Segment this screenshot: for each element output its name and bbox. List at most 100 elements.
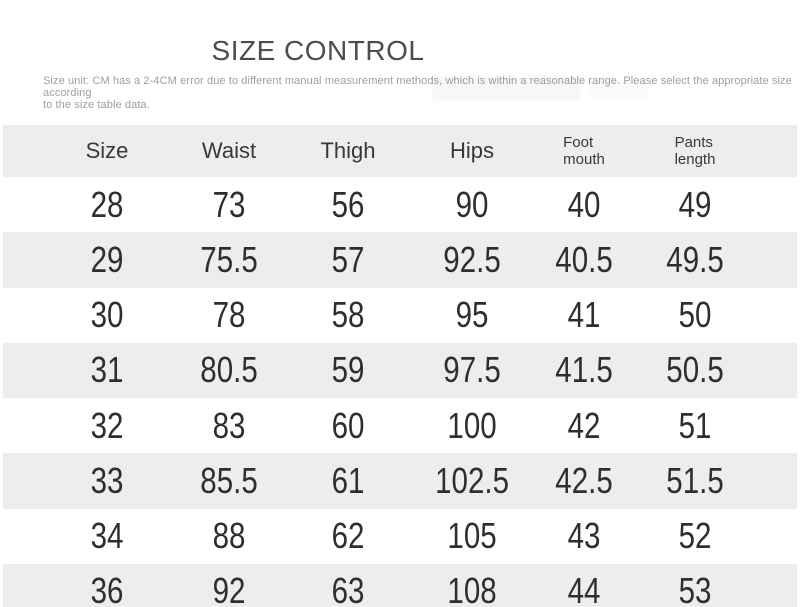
cell: 50.5 [640,343,797,398]
cell: 105 [408,509,528,564]
cell: 28 [3,177,170,232]
cell: 58 [288,288,408,343]
chart-header: SIZE CONTROL Size unit: CM has a 2-4CM e… [0,35,800,112]
cell: 62 [288,509,408,564]
cell-value: 59 [331,349,365,391]
cell-value: 50.5 [666,349,724,391]
cell: 33 [3,453,170,508]
cell-value: 108 [447,570,497,607]
cell-value: 105 [447,515,497,557]
cell-value: 88 [212,515,246,557]
cell-value: 50 [678,294,712,336]
cell-value: 53 [678,570,712,607]
cell: 60 [288,398,408,453]
table-row: 28 73 56 90 40 49 [3,177,797,232]
cell-value: 100 [447,404,497,446]
cell-value: 33 [90,459,124,501]
header-label: Foot mouth [563,134,605,168]
cell: 32 [3,398,170,453]
cell-value: 63 [331,570,365,607]
cell-value: 51.5 [666,459,724,501]
cell: 43 [528,509,640,564]
cell-value: 92.5 [443,238,501,280]
header-cell-hips: Hips [408,125,528,177]
table-row: 30 78 58 95 41 50 [3,288,797,343]
cell: 50 [640,288,797,343]
cell-value: 85.5 [200,459,258,501]
faded-watermark-small [588,80,648,98]
cell: 59 [288,343,408,398]
cell-value: 56 [331,183,365,225]
header-label-line: Pants [674,134,713,151]
cell: 53 [640,564,797,607]
cell-value: 40 [567,183,601,225]
cell-value: 58 [331,294,365,336]
cell-value: 49.5 [666,238,724,280]
cell-value: 80.5 [200,349,258,391]
cell: 78 [170,288,288,343]
table-row: 32 83 60 100 42 51 [3,398,797,453]
header-label: Waist [202,138,256,164]
size-note: Size unit: CM has a 2-4CM error due to d… [43,75,792,111]
cell: 51.5 [640,453,797,508]
cell: 40 [528,177,640,232]
cell: 100 [408,398,528,453]
cell-value: 90 [455,183,489,225]
cell: 40.5 [528,232,640,287]
cell: 97.5 [408,343,528,398]
cell-value: 30 [90,294,124,336]
cell: 73 [170,177,288,232]
cell: 92 [170,564,288,607]
cell-value: 36 [90,570,124,607]
cell: 75.5 [170,232,288,287]
cell-value: 97.5 [443,349,501,391]
cell: 80.5 [170,343,288,398]
cell-value: 49 [678,183,712,225]
header-cell-pants-length: Pants length [640,125,797,177]
cell-value: 75.5 [200,238,258,280]
cell-value: 51 [678,404,712,446]
cell: 36 [3,564,170,607]
cell-value: 78 [212,294,246,336]
table-row: 36 92 63 108 44 53 [3,563,797,607]
cell-value: 95 [455,294,489,336]
cell-value: 61 [331,459,365,501]
header-label-line: Size [85,138,129,163]
cell: 92.5 [408,232,528,287]
table-row: 34 88 62 105 43 52 [3,509,797,564]
cell-value: 60 [331,404,365,446]
header-cell-size: Size [3,125,170,177]
cell-value: 44 [567,570,601,607]
header-label-line: Waist [201,138,257,163]
cell: 49 [640,177,797,232]
page-title: SIZE CONTROL [211,35,425,66]
cell-value: 83 [212,404,246,446]
cell-value: 42 [567,404,601,446]
cell: 51 [640,398,797,453]
table-row: 33 85.5 61 102.5 42.5 51.5 [3,453,797,509]
cell: 95 [408,288,528,343]
cell-value: 62 [331,515,365,557]
cell: 44 [528,564,640,607]
cell: 56 [288,177,408,232]
cell-value: 28 [90,183,124,225]
header-cell-waist: Waist [170,125,288,177]
header-cell-foot-mouth: Foot mouth [528,125,640,177]
cell-value: 43 [567,515,601,557]
cell: 30 [3,288,170,343]
cell: 85.5 [170,453,288,508]
table-row: 31 80.5 59 97.5 41.5 50.5 [3,342,797,398]
cell-value: 73 [212,183,246,225]
cell: 31 [3,343,170,398]
header-label-line: Foot [563,134,594,151]
cell: 34 [3,509,170,564]
header-label-line: length [674,151,716,168]
cell: 88 [170,509,288,564]
cell: 52 [640,509,797,564]
table-row: 29 75.5 57 92.5 40.5 49.5 [3,232,797,288]
size-table: Size Waist Thigh Hips Foot mouth Pants length 2… [3,125,797,607]
cell: 42.5 [528,453,640,508]
header-label-line: Hips [449,138,494,163]
header-label: Thigh [320,138,375,164]
